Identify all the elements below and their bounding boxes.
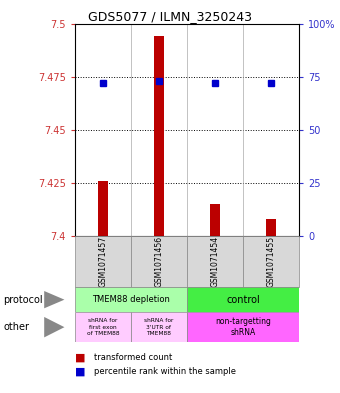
Bar (210, 204, 220, 236)
Text: control: control (226, 295, 260, 305)
Bar (154, 36, 164, 236)
Text: shRNA for
first exon
of TMEM88: shRNA for first exon of TMEM88 (87, 318, 119, 336)
Polygon shape (44, 317, 65, 337)
Text: ■: ■ (75, 353, 85, 363)
Text: other: other (3, 322, 29, 332)
Bar (75, 236, 131, 287)
Text: GDS5077 / ILMN_3250243: GDS5077 / ILMN_3250243 (88, 10, 252, 23)
Bar (187, 287, 299, 312)
Text: non-targetting
shRNA: non-targetting shRNA (215, 317, 271, 337)
Bar (266, 219, 276, 236)
Text: GSM1071457: GSM1071457 (98, 236, 107, 287)
Text: protocol: protocol (3, 295, 43, 305)
Bar (131, 236, 187, 287)
Text: percentile rank within the sample: percentile rank within the sample (94, 367, 236, 376)
Bar (131, 312, 187, 342)
Text: GSM1071455: GSM1071455 (267, 236, 276, 287)
Bar (187, 312, 299, 342)
Text: GSM1071456: GSM1071456 (154, 236, 164, 287)
Bar (75, 287, 187, 312)
Bar (75, 312, 131, 342)
Text: TMEM88 depletion: TMEM88 depletion (92, 295, 170, 304)
Text: transformed count: transformed count (94, 353, 172, 362)
Bar (98, 181, 108, 236)
Bar (243, 236, 299, 287)
Text: shRNA for
3'UTR of
TMEM88: shRNA for 3'UTR of TMEM88 (144, 318, 174, 336)
Bar (187, 236, 243, 287)
Polygon shape (44, 291, 65, 308)
Text: ■: ■ (75, 366, 85, 376)
Text: GSM1071454: GSM1071454 (210, 236, 220, 287)
